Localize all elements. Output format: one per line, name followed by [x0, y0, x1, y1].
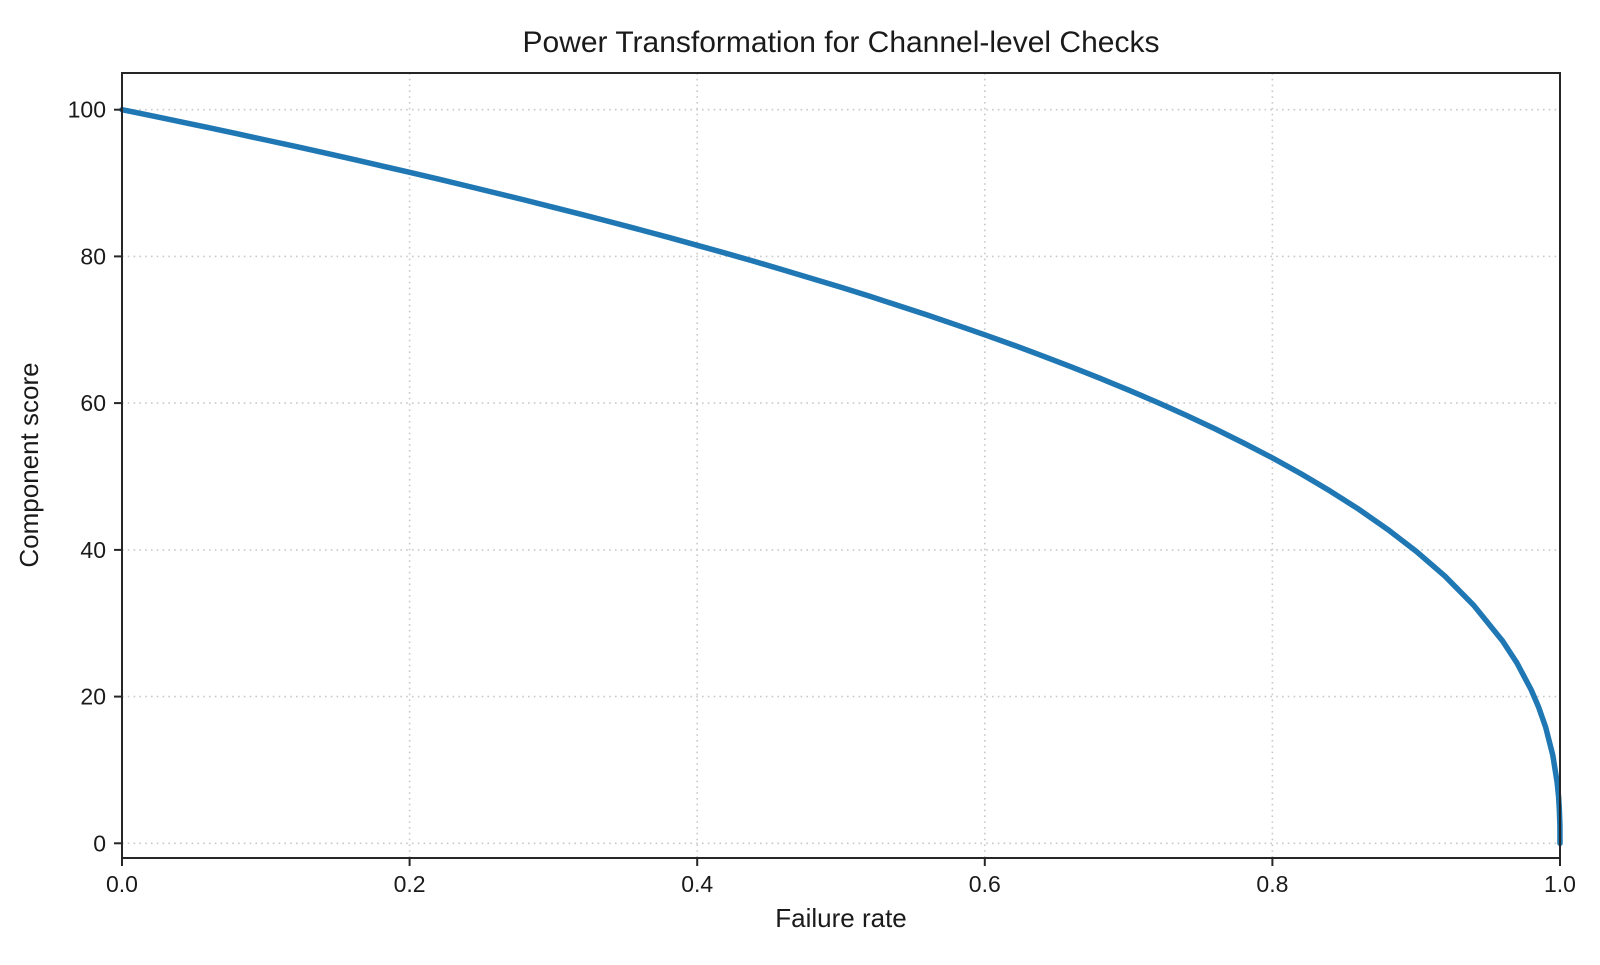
y-axis-label: Component score: [14, 362, 44, 567]
x-tick-label: 0.6: [969, 871, 1001, 897]
y-tick-labels: 0 20 40 60 80 100: [68, 97, 106, 857]
x-tick-label: 0.2: [394, 871, 426, 897]
x-axis-label: Failure rate: [775, 903, 907, 933]
x-tick-label: 0.4: [681, 871, 713, 897]
y-tick-label: 40: [80, 537, 106, 563]
y-tick-label: 60: [80, 390, 106, 416]
chart-title: Power Transformation for Channel-level C…: [523, 26, 1160, 59]
x-tick-labels: 0.0 0.2 0.4 0.6 0.8 1.0: [106, 871, 1576, 897]
x-tick-label: 1.0: [1544, 871, 1576, 897]
gridlines: [121, 73, 1561, 858]
tick-marks: [114, 108, 1561, 866]
curve-power-transform: [119, 106, 1563, 847]
y-tick-label: 0: [93, 830, 106, 856]
plot-border: [121, 72, 1561, 859]
y-tick-label: 100: [68, 97, 106, 123]
y-tick-label: 20: [80, 684, 106, 710]
x-tick-label: 0.8: [1256, 871, 1288, 897]
y-tick-label: 80: [80, 243, 106, 269]
x-tick-label: 0.0: [106, 871, 138, 897]
